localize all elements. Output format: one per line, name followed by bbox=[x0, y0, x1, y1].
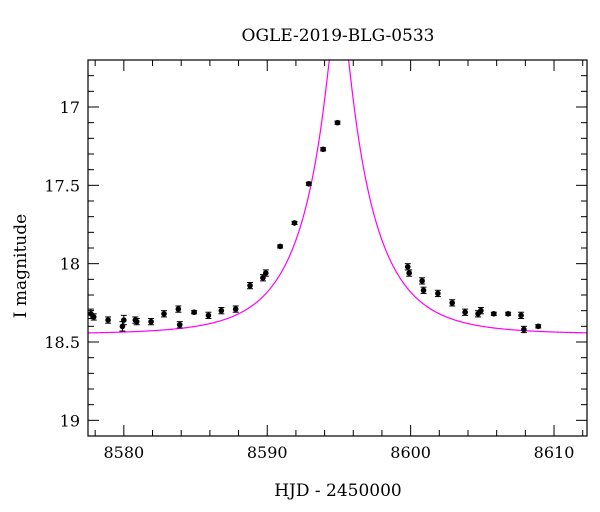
data-point bbox=[105, 316, 112, 324]
data-point bbox=[490, 311, 497, 317]
data-point bbox=[518, 311, 525, 319]
data-marker bbox=[406, 270, 412, 276]
data-marker bbox=[521, 326, 527, 333]
y-tick-label: 17 bbox=[60, 98, 80, 117]
data-marker bbox=[462, 309, 468, 316]
data-point bbox=[247, 281, 254, 290]
chart-title: OGLE-2019-BLG-0533 bbox=[242, 26, 435, 46]
y-tick-label: 18 bbox=[60, 255, 80, 274]
data-point bbox=[419, 277, 426, 285]
data-marker bbox=[505, 311, 511, 317]
data-marker bbox=[105, 317, 111, 323]
data-point bbox=[404, 263, 411, 271]
data-point bbox=[334, 119, 341, 126]
data-point bbox=[535, 323, 542, 330]
data-marker bbox=[148, 318, 154, 325]
data-marker bbox=[176, 321, 183, 328]
y-tick-label: 18.5 bbox=[44, 333, 80, 352]
axis-ticks bbox=[88, 59, 587, 437]
data-point bbox=[148, 318, 155, 326]
plot-frame bbox=[87, 59, 588, 437]
data-marker bbox=[205, 312, 212, 319]
data-marker bbox=[420, 287, 427, 294]
data-point bbox=[133, 318, 140, 326]
data-point bbox=[90, 313, 97, 321]
data-point bbox=[449, 299, 456, 307]
x-tick-label: 8610 bbox=[534, 443, 575, 462]
y-tick-label: 19 bbox=[60, 411, 80, 430]
data-marker bbox=[232, 306, 239, 312]
data-marker bbox=[518, 312, 524, 319]
axis-tick-labels: 8580 8590 8600 8610 17 17.5 18 18.5 19 bbox=[44, 98, 574, 462]
data-point bbox=[420, 286, 427, 294]
plot-area bbox=[88, 60, 587, 334]
data-marker bbox=[478, 307, 484, 314]
data-marker bbox=[263, 270, 269, 276]
data-point bbox=[218, 307, 225, 315]
data-marker bbox=[449, 300, 456, 306]
data-point bbox=[305, 180, 312, 187]
data-marker bbox=[535, 323, 542, 330]
data-marker bbox=[175, 306, 182, 312]
data-marker bbox=[291, 220, 298, 226]
data-point bbox=[477, 307, 484, 315]
data-marker bbox=[404, 264, 411, 270]
data-point bbox=[119, 321, 126, 332]
data-marker bbox=[334, 119, 341, 126]
data-marker bbox=[247, 282, 253, 289]
data-point bbox=[175, 305, 182, 313]
data-point bbox=[232, 305, 239, 313]
data-point bbox=[205, 311, 212, 319]
data-point bbox=[505, 311, 512, 317]
data-marker bbox=[306, 180, 312, 187]
data-point bbox=[277, 243, 284, 250]
data-marker bbox=[133, 318, 140, 325]
data-marker bbox=[121, 317, 127, 323]
data-point bbox=[434, 289, 441, 298]
x-tick-label: 8590 bbox=[247, 443, 288, 462]
data-point bbox=[462, 308, 469, 316]
data-marker bbox=[435, 290, 441, 297]
data-marker bbox=[90, 314, 97, 320]
data-marker bbox=[191, 309, 197, 316]
y-axis-label: I magnitude bbox=[11, 214, 31, 318]
data-point bbox=[320, 146, 327, 153]
data-marker bbox=[419, 278, 425, 284]
data-point bbox=[291, 220, 298, 226]
data-point bbox=[176, 321, 183, 329]
data-marker bbox=[161, 311, 167, 317]
data-marker bbox=[277, 243, 283, 250]
data-marker bbox=[320, 146, 326, 153]
y-tick-label: 17.5 bbox=[44, 176, 80, 195]
data-point bbox=[160, 310, 167, 318]
x-tick-label: 8580 bbox=[103, 443, 144, 462]
data-point bbox=[262, 269, 269, 277]
x-tick-label: 8600 bbox=[390, 443, 431, 462]
data-marker bbox=[490, 311, 497, 317]
model-curve bbox=[88, 60, 587, 334]
data-point bbox=[191, 309, 198, 316]
data-point bbox=[120, 314, 127, 326]
data-point bbox=[406, 269, 413, 277]
x-axis-label: HJD - 2450000 bbox=[274, 481, 402, 501]
data-marker bbox=[218, 307, 225, 314]
data-point bbox=[520, 325, 527, 334]
